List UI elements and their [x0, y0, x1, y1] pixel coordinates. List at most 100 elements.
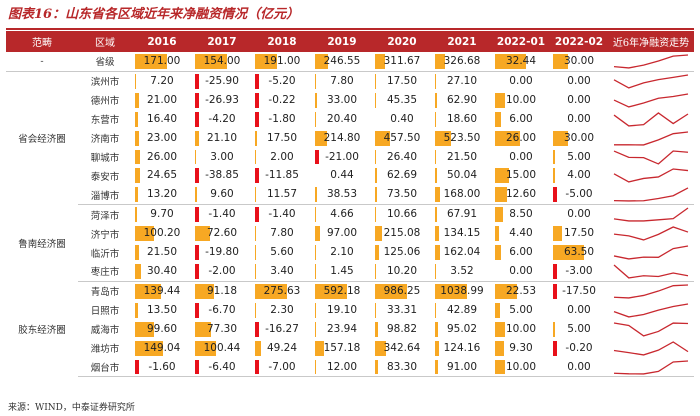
positive-data-bar: [315, 321, 317, 337]
value-text: 2.30: [270, 303, 294, 316]
value-cell: 42.89: [432, 301, 492, 320]
value-text: 21.50: [446, 150, 478, 163]
positive-data-bar: [495, 226, 500, 242]
value-text: 5.00: [509, 303, 533, 316]
value-cell: 19.10: [312, 301, 372, 320]
value-text: 16.40: [146, 112, 178, 125]
value-text: 457.50: [383, 131, 421, 144]
value-cell: 592.18: [312, 281, 372, 300]
value-cell: 10.66: [372, 205, 432, 224]
value-text: 21.00: [146, 93, 178, 106]
negative-data-bar: [315, 149, 319, 165]
header-year: 2020: [372, 31, 432, 52]
value-cell: 2.10: [312, 243, 372, 262]
value-text: 45.35: [386, 93, 418, 106]
trend-sparkline-cell: [608, 224, 694, 243]
value-text: 9.30: [509, 341, 533, 354]
positive-data-bar: [435, 54, 446, 69]
value-text: 0.00: [567, 112, 591, 125]
header-row: 范畴 区域 2016 2017 2018 2019 2020 2021 2022…: [6, 31, 694, 52]
sparkline-line: [613, 74, 689, 89]
value-cell: 3.52: [432, 261, 492, 282]
table-row: 济宁市 100.20 72.60 7.80 97.00 215.08 134.15 4.40 1…: [6, 224, 694, 243]
positive-data-bar: [553, 321, 556, 337]
value-text: 98.82: [386, 322, 418, 335]
value-cell: 20.40: [312, 110, 372, 129]
value-text: -1.40: [268, 208, 296, 221]
financing-table: 范畴 区域 2016 2017 2018 2019 2020 2021 2022…: [6, 31, 694, 378]
sparkline-chart: [613, 111, 689, 127]
value-text: 125.06: [383, 246, 421, 259]
positive-data-bar: [255, 187, 257, 203]
title-rule: [6, 28, 694, 30]
value-cell: 5.00: [550, 320, 608, 339]
city-cell: 淄博市: [78, 185, 132, 206]
value-text: 77.30: [206, 322, 238, 335]
table-row: 济南市 23.00 21.10 17.50 214.80 457.50 523.50 26.0…: [6, 129, 694, 148]
value-text: 0.00: [509, 74, 533, 87]
header-year: 2018: [252, 31, 312, 52]
positive-data-bar: [495, 302, 500, 318]
value-cell: -17.50: [550, 281, 608, 300]
value-text: 100.44: [203, 341, 241, 354]
value-cell: 168.00: [432, 185, 492, 206]
trend-sparkline-cell: [608, 91, 694, 110]
value-cell: 157.18: [312, 339, 372, 358]
positive-data-bar: [435, 359, 438, 375]
positive-data-bar: [435, 111, 436, 127]
value-cell: 7.80: [252, 224, 312, 243]
value-text: 83.30: [386, 360, 418, 373]
negative-data-bar: [255, 321, 259, 337]
value-cell: 17.50: [252, 129, 312, 148]
table-row: 潍坊市 149.04 100.44 49.24 157.18 342.64 124.16 9.…: [6, 339, 694, 358]
value-text: 4.00: [567, 169, 591, 182]
city-cell: 聊城市: [90, 152, 120, 164]
positive-data-bar: [315, 359, 316, 375]
positive-data-bar: [135, 187, 138, 203]
positive-data-bar: [495, 359, 505, 375]
positive-data-bar: [135, 111, 139, 127]
city-cell: 滨州市: [90, 77, 120, 89]
positive-data-bar: [195, 226, 211, 242]
sparkline-line: [613, 264, 689, 279]
negative-data-bar: [553, 283, 557, 299]
value-cell: 62.90: [432, 91, 492, 110]
positive-data-bar: [375, 73, 376, 89]
sparkline-line: [613, 207, 689, 222]
value-text: 26.00: [146, 150, 178, 163]
table-row: 临沂市 21.50 -19.80 5.60 2.10 125.06 162.04 6.00 63…: [6, 243, 694, 262]
table-body: - 省级 171.00 154.00 191.00 246.55 311.67 326.68 3…: [6, 52, 694, 378]
value-cell: 0.00: [550, 71, 608, 90]
negative-data-bar: [255, 168, 259, 184]
positive-data-bar: [255, 226, 256, 242]
value-text: 0.00: [567, 360, 591, 373]
city-cell: 青岛市: [90, 287, 120, 299]
trend-sparkline-cell: [608, 281, 694, 300]
value-text: 134.15: [443, 227, 481, 240]
value-text: 1.45: [330, 264, 354, 277]
positive-data-bar: [553, 168, 555, 184]
trend-sparkline-cell: [608, 243, 694, 262]
sparkline-chart: [613, 74, 689, 89]
positive-data-bar: [195, 54, 228, 69]
value-cell: 342.64: [372, 339, 432, 358]
positive-data-bar: [195, 187, 198, 203]
value-text: -0.20: [565, 341, 593, 354]
trend-sparkline-cell: [608, 320, 694, 339]
value-text: 23.94: [326, 322, 358, 335]
trend-sparkline-cell: [608, 205, 694, 224]
negative-data-bar: [195, 302, 199, 318]
negative-data-bar: [255, 207, 259, 223]
positive-data-bar: [375, 245, 380, 260]
value-cell: 32.44: [492, 52, 550, 72]
sparkline-chart: [613, 359, 689, 375]
value-cell: -2.00: [192, 261, 252, 282]
value-text: -26.93: [205, 93, 239, 106]
value-cell: 18.60: [432, 110, 492, 129]
table-row: 枣庄市 30.40 -2.00 3.40 1.45 10.20 3.52 0.00 -3.00: [6, 261, 694, 282]
value-cell: 10.00: [492, 320, 550, 339]
value-text: 33.00: [326, 93, 358, 106]
value-cell: 2.00: [252, 148, 312, 167]
value-cell: 12.00: [312, 357, 372, 378]
positive-data-bar: [255, 130, 258, 146]
